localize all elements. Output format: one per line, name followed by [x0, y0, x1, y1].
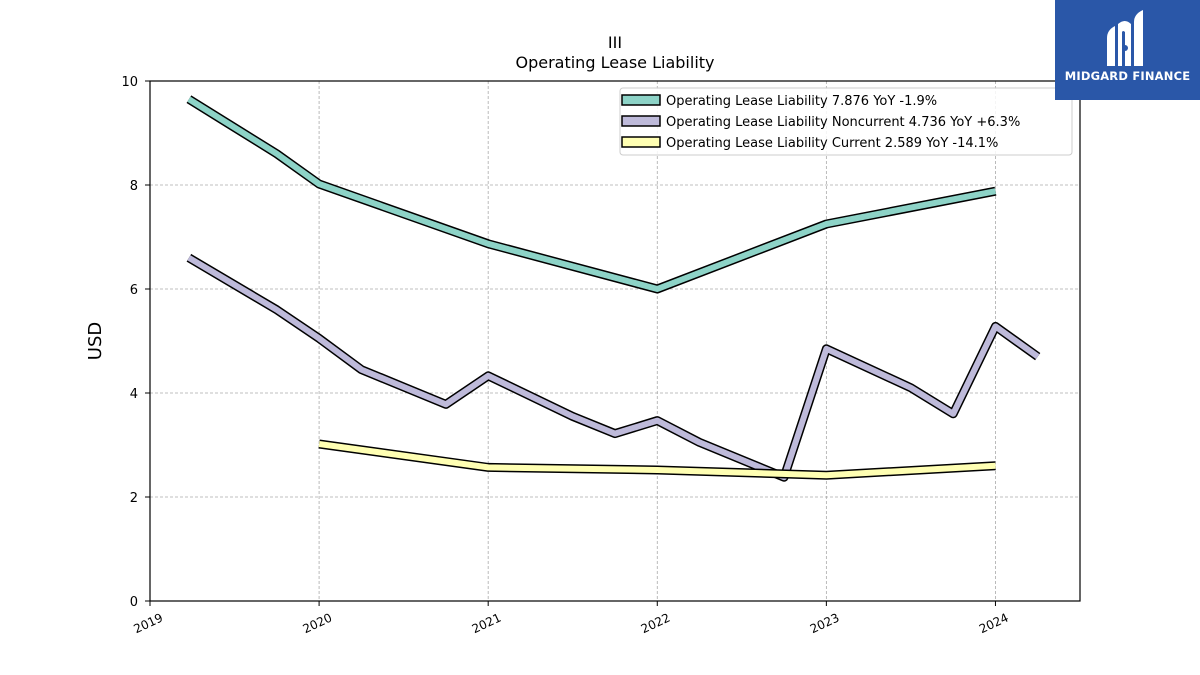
series-line-3: [318, 441, 996, 479]
legend-entry: Operating Lease Liability Current 2.589 …: [666, 136, 998, 151]
legend-box: [619, 87, 1073, 156]
x-tick-label: 2020: [301, 611, 335, 637]
legend: Operating Lease Liability 7.876 YoY -1.9…: [619, 87, 1073, 156]
legend-swatch: [621, 115, 661, 127]
legend-entry: Operating Lease Liability 7.876 YoY -1.9…: [666, 94, 937, 109]
y-tick-label: 8: [130, 179, 138, 194]
chart-title: Operating Lease Liability: [515, 53, 714, 72]
series-lines: [186, 95, 1041, 482]
y-axis-label: USD: [85, 322, 106, 360]
axis-ticks: 0 2 4 6 8 10 2019 2020 2021 2022 2023 2024: [121, 75, 1010, 636]
legend-swatch: [621, 136, 661, 148]
brand-name: MIDGARD FINANCE: [1064, 69, 1191, 83]
y-tick-label: 6: [130, 283, 138, 298]
y-tick-label: 2: [130, 491, 138, 506]
y-tick-label: 0: [130, 595, 138, 610]
y-tick-label: 10: [121, 75, 138, 90]
midgard-m-logo-icon: [1107, 10, 1143, 66]
x-tick-label: 2023: [808, 611, 842, 637]
x-tick-label: 2024: [977, 611, 1011, 637]
legend-swatch: [621, 94, 661, 106]
series-line-2: [187, 255, 1040, 481]
x-tick-label: 2022: [639, 611, 673, 637]
x-tick-label: 2021: [470, 611, 504, 637]
x-tick-label: 2019: [132, 611, 166, 637]
plot-area-frame: [149, 80, 1081, 602]
series-line-outline: [186, 253, 1041, 482]
brand-logo: MIDGARD FINANCE: [1055, 0, 1200, 100]
y-tick-label: 4: [130, 387, 138, 402]
legend-entry: Operating Lease Liability Noncurrent 4.7…: [666, 115, 1020, 130]
chart-ticker: III: [608, 33, 622, 52]
series-line-1: [187, 96, 997, 292]
